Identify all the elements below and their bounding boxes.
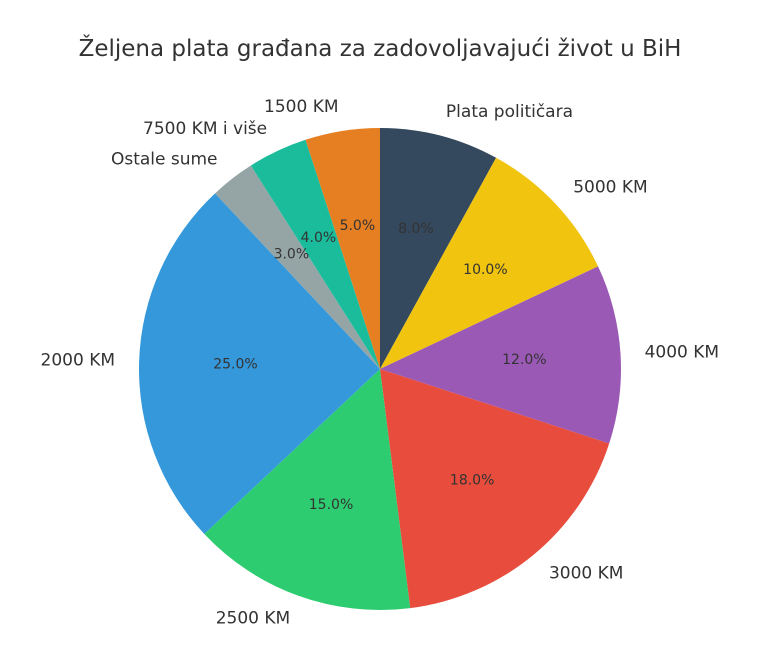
pie-slice-0: [380, 128, 497, 369]
pct-label-0: 8.0%: [398, 221, 434, 237]
pct-label-4: 15.0%: [309, 497, 353, 513]
pie-slices: [139, 128, 622, 611]
pie-slice-3: [380, 369, 610, 609]
slice-label-2: 4000 KM: [645, 342, 719, 362]
pie-slice-5: [139, 193, 380, 534]
pie-slice-4: [204, 369, 411, 611]
slice-label-5: 2000 KM: [41, 351, 115, 371]
pie-slice-7: [250, 139, 380, 369]
slice-label-6: Ostale sume: [111, 150, 218, 170]
pie-slice-1: [380, 157, 599, 369]
pct-label-1: 10.0%: [463, 262, 507, 278]
slice-labels: Plata političara 5000 KM 4000 KM 3000 KM 250…: [41, 97, 720, 628]
pie-slice-8: [305, 128, 380, 369]
pct-label-7: 4.0%: [301, 230, 337, 246]
slice-label-0: Plata političara: [446, 102, 573, 122]
pct-label-2: 12.0%: [502, 352, 546, 368]
pct-label-5: 25.0%: [213, 356, 257, 372]
pie-slice-6: [215, 165, 380, 369]
chart-title: Željena plata građana za zadovoljavajući…: [79, 34, 682, 62]
pct-label-6: 3.0%: [274, 247, 310, 263]
pct-label-3: 18.0%: [450, 472, 494, 488]
slice-label-4: 2500 KM: [216, 608, 290, 628]
slice-label-8: 1500 KM: [264, 97, 338, 117]
slice-label-1: 5000 KM: [573, 178, 647, 198]
slice-label-3: 3000 KM: [549, 563, 623, 583]
pie-slice-2: [380, 266, 622, 444]
slice-label-7: 7500 KM i više: [143, 119, 267, 139]
percentage-labels: 8.0% 10.0% 12.0% 18.0% 15.0% 25.0% 3.0%4.0%5.0…: [213, 218, 546, 513]
pct-label-8: 5.0%: [340, 218, 376, 234]
